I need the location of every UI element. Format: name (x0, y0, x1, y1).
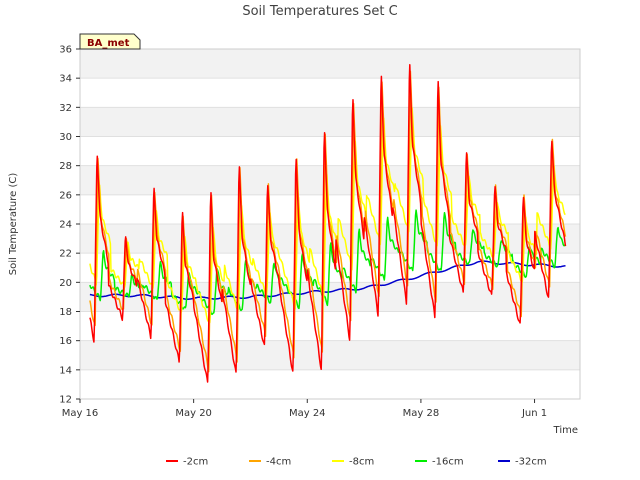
y-axis-label: Soil Temperature (C) (8, 173, 19, 276)
x-tick-label: Jun 1 (521, 408, 547, 419)
x-axis-ticks: May 16 May 20 May 24 May 28 Jun 1 (62, 399, 547, 419)
legend-label: -2cm (183, 457, 208, 468)
y-tick-label: 32 (59, 103, 72, 114)
x-tick-label: May 28 (403, 408, 440, 419)
legend-label: -4cm (266, 457, 291, 468)
y-tick-label: 14 (59, 365, 72, 376)
legend-label: -8cm (349, 457, 374, 468)
series-line-minus-16cm (89, 209, 567, 316)
background-band (80, 78, 580, 108)
chart-title: Soil Temperatures Set C (242, 4, 397, 19)
site-badge-box (79, 33, 141, 50)
x-axis-label: Time (553, 425, 578, 436)
legend-label: -16cm (432, 457, 464, 468)
y-tick-label: 24 (59, 220, 72, 231)
background-band (80, 136, 580, 166)
y-tick-label: 26 (59, 190, 72, 201)
x-tick-label: May 16 (62, 408, 99, 419)
y-tick-label: 12 (59, 395, 72, 406)
y-tick-label: 20 (59, 278, 72, 289)
y-tick-label: 36 (59, 45, 72, 56)
y-tick-label: 28 (59, 161, 72, 172)
site-badge: BA_met (79, 33, 141, 50)
y-tick-label: 30 (59, 132, 72, 143)
x-tick-label: May 20 (175, 408, 212, 419)
background-band (80, 165, 580, 195)
y-tick-label: 22 (59, 249, 72, 260)
background-band (80, 340, 580, 370)
site-badge-label: BA_met (87, 38, 130, 49)
x-tick-label: May 24 (289, 408, 326, 419)
background-band (80, 107, 580, 137)
series-lines (89, 64, 567, 383)
legend-label: -32cm (515, 457, 547, 468)
legend: -2cm -4cm -8cm -16cm -32cm (166, 457, 547, 468)
background-band (80, 49, 580, 79)
background-band (80, 311, 580, 341)
y-axis-ticks: 12 14 16 18 20 22 24 26 28 30 32 34 36 (59, 45, 80, 406)
y-tick-label: 34 (59, 74, 72, 85)
background-band (80, 369, 580, 399)
y-tick-label: 18 (59, 307, 72, 318)
y-tick-label: 16 (59, 336, 72, 347)
series-line-minus-2cm (89, 64, 567, 383)
